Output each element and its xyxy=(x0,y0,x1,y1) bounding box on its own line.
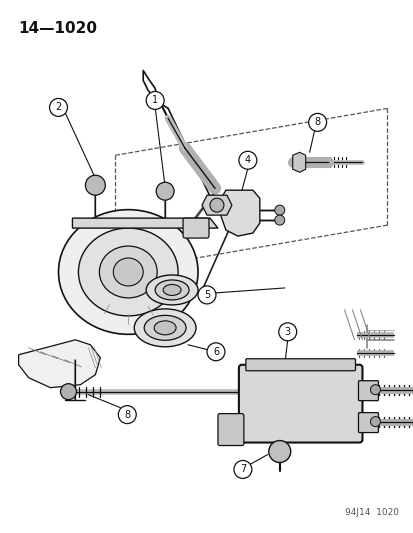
Text: 4: 4 xyxy=(244,155,250,165)
FancyBboxPatch shape xyxy=(238,365,362,442)
FancyBboxPatch shape xyxy=(183,218,209,238)
Circle shape xyxy=(308,114,326,131)
FancyBboxPatch shape xyxy=(245,359,355,371)
Circle shape xyxy=(118,406,136,424)
Polygon shape xyxy=(219,190,259,236)
Polygon shape xyxy=(72,218,217,228)
Circle shape xyxy=(370,385,380,394)
Text: 1: 1 xyxy=(152,95,158,106)
FancyBboxPatch shape xyxy=(217,414,243,446)
Circle shape xyxy=(370,417,380,426)
Circle shape xyxy=(274,205,284,215)
Circle shape xyxy=(268,441,290,463)
Ellipse shape xyxy=(146,275,197,305)
Circle shape xyxy=(274,215,284,225)
Text: 2: 2 xyxy=(55,102,62,112)
Ellipse shape xyxy=(113,258,143,286)
Ellipse shape xyxy=(134,309,196,347)
Circle shape xyxy=(238,151,256,169)
Circle shape xyxy=(50,99,67,116)
Circle shape xyxy=(197,286,216,304)
Text: 8: 8 xyxy=(314,117,320,127)
Ellipse shape xyxy=(154,321,176,335)
Ellipse shape xyxy=(58,209,197,334)
Text: 14—1020: 14—1020 xyxy=(19,21,97,36)
Circle shape xyxy=(209,198,223,212)
Ellipse shape xyxy=(155,280,189,300)
Text: 6: 6 xyxy=(212,347,218,357)
Ellipse shape xyxy=(78,228,178,316)
Text: 8: 8 xyxy=(124,410,130,419)
Circle shape xyxy=(233,461,251,479)
Text: 7: 7 xyxy=(239,464,245,474)
Circle shape xyxy=(60,384,76,400)
Polygon shape xyxy=(292,152,305,172)
Text: 94J14  1020: 94J14 1020 xyxy=(344,508,399,518)
Polygon shape xyxy=(202,195,231,215)
Circle shape xyxy=(85,175,105,195)
Text: 5: 5 xyxy=(203,290,210,300)
Circle shape xyxy=(206,343,224,361)
Circle shape xyxy=(146,92,164,109)
Ellipse shape xyxy=(144,316,185,340)
Text: 3: 3 xyxy=(284,327,290,337)
Circle shape xyxy=(156,182,174,200)
Ellipse shape xyxy=(99,246,157,298)
Polygon shape xyxy=(19,340,100,387)
Ellipse shape xyxy=(163,285,180,295)
Circle shape xyxy=(278,323,296,341)
FancyBboxPatch shape xyxy=(358,381,377,401)
FancyBboxPatch shape xyxy=(358,413,377,433)
